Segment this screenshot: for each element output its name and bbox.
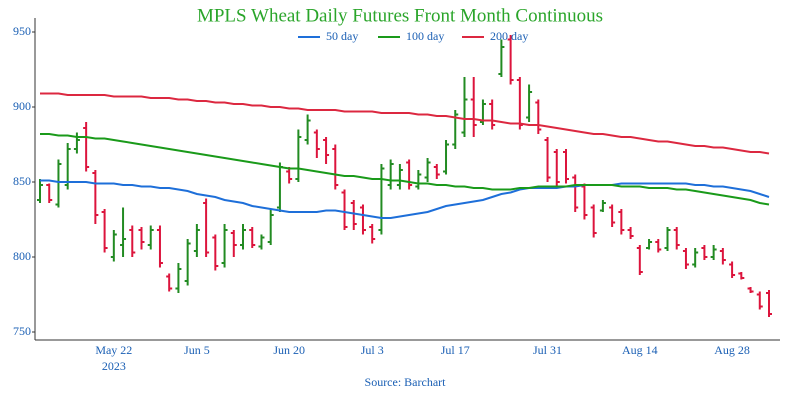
x-tick-label: Jun 20 [273, 343, 305, 357]
x-tick-label: May 22 [95, 343, 132, 357]
source-note: Source: Barchart [365, 375, 447, 389]
moving-average-line [40, 92, 770, 155]
x-tick-label: Jul 31 [533, 343, 562, 357]
y-tick-label: 900 [13, 99, 31, 113]
x-tick-label: Jul 3 [361, 343, 384, 357]
y-tick-label: 800 [13, 249, 31, 263]
moving-average-line [40, 133, 770, 206]
y-tick-label: 750 [13, 324, 31, 338]
x-tick-label: Aug 14 [622, 343, 658, 357]
x-tick-label: Jun 5 [184, 343, 210, 357]
x-tick-label: Aug 28 [714, 343, 750, 357]
moving-average-line [40, 179, 770, 219]
chart-title: MPLS Wheat Daily Futures Front Month Con… [197, 5, 603, 26]
y-tick-label: 950 [13, 24, 31, 38]
x-tick-label: Jul 17 [441, 343, 470, 357]
y-tick-label: 850 [13, 174, 31, 188]
legend-label: 50 day [326, 29, 358, 43]
x-sublabel: 2023 [102, 359, 126, 373]
legend-label: 200 day [490, 29, 528, 43]
legend-label: 100 day [406, 29, 444, 43]
